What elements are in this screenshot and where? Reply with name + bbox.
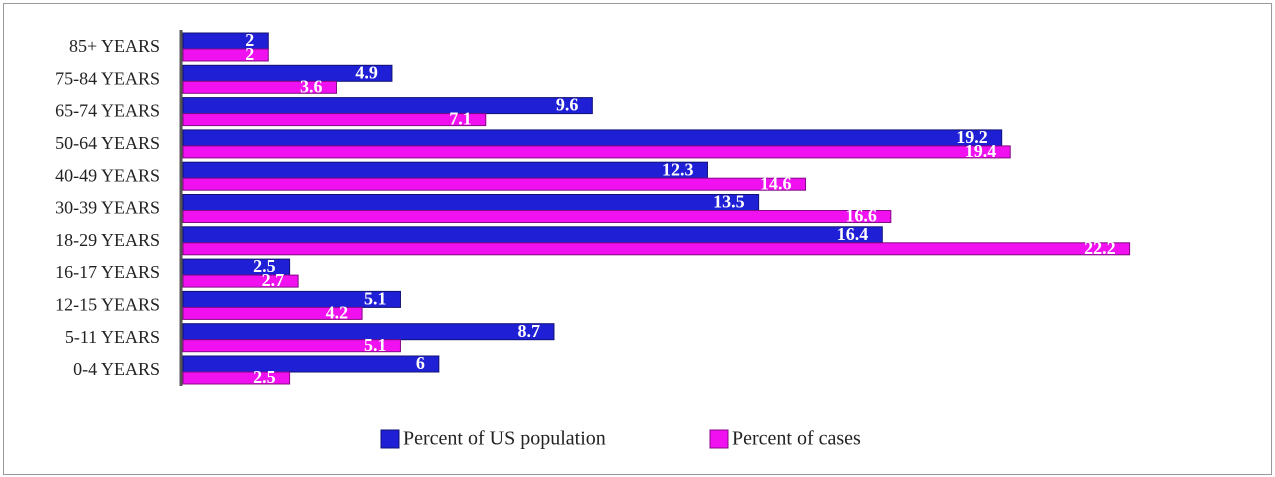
y-tick-label: 85+ YEARS bbox=[69, 36, 160, 56]
data-label: 22.2 bbox=[1084, 238, 1116, 258]
bar bbox=[182, 274, 299, 288]
data-label: 2 bbox=[245, 44, 254, 64]
data-label: 2.7 bbox=[262, 270, 285, 290]
legend-swatch bbox=[709, 429, 729, 449]
bar bbox=[182, 177, 807, 191]
data-label: 2.5 bbox=[253, 367, 276, 387]
data-label: 5.1 bbox=[364, 289, 387, 309]
bar bbox=[182, 80, 338, 94]
bar bbox=[182, 145, 1011, 159]
data-label: 2.5 bbox=[253, 256, 276, 276]
legend-label: Percent of cases bbox=[732, 428, 861, 450]
data-label: 7.1 bbox=[449, 109, 472, 129]
y-tick-label: 65-74 YEARS bbox=[55, 101, 160, 121]
data-label: 14.6 bbox=[760, 173, 792, 193]
y-tick-label: 40-49 YEARS bbox=[55, 165, 160, 185]
bar bbox=[182, 306, 363, 320]
bar bbox=[182, 210, 892, 223]
data-label: 16.4 bbox=[837, 224, 869, 244]
bar bbox=[182, 32, 269, 50]
y-tick-label: 5-11 YEARS bbox=[65, 327, 160, 347]
bar bbox=[182, 113, 487, 127]
y-tick-label: 18-29 YEARS bbox=[55, 230, 160, 250]
data-label: 16.6 bbox=[845, 206, 877, 226]
y-tick-label: 50-64 YEARS bbox=[55, 133, 160, 153]
y-tick-label: 75-84 YEARS bbox=[55, 68, 160, 88]
data-label: 12.3 bbox=[662, 159, 694, 179]
data-label: 2 bbox=[245, 30, 254, 50]
bar bbox=[182, 226, 883, 244]
legend-label: Percent of US population bbox=[403, 428, 606, 450]
bar bbox=[182, 355, 440, 373]
y-tick-label: 12-15 YEARS bbox=[55, 295, 160, 315]
bar bbox=[182, 339, 401, 353]
data-label: 5.1 bbox=[364, 335, 387, 355]
y-tick-label: 30-39 YEARS bbox=[55, 198, 160, 218]
bar bbox=[182, 242, 1131, 256]
data-label: 9.6 bbox=[556, 95, 579, 115]
data-label: 13.5 bbox=[713, 192, 745, 212]
bar bbox=[182, 194, 760, 211]
y-tick-label: 16-17 YEARS bbox=[55, 262, 160, 282]
bar bbox=[182, 371, 291, 385]
bar bbox=[182, 97, 593, 115]
bar bbox=[182, 161, 708, 179]
data-label: 6 bbox=[416, 353, 425, 373]
data-label: 8.7 bbox=[517, 321, 540, 341]
legend-swatch bbox=[380, 429, 400, 449]
data-label: 3.6 bbox=[300, 76, 323, 96]
data-label: 19.2 bbox=[956, 127, 988, 147]
y-tick-label: 0-4 YEARS bbox=[73, 359, 160, 379]
data-label: 4.9 bbox=[355, 62, 378, 82]
data-label: 19.4 bbox=[965, 141, 997, 161]
data-label: 4.2 bbox=[326, 303, 349, 323]
bar bbox=[182, 48, 269, 62]
bar bbox=[182, 129, 1003, 147]
